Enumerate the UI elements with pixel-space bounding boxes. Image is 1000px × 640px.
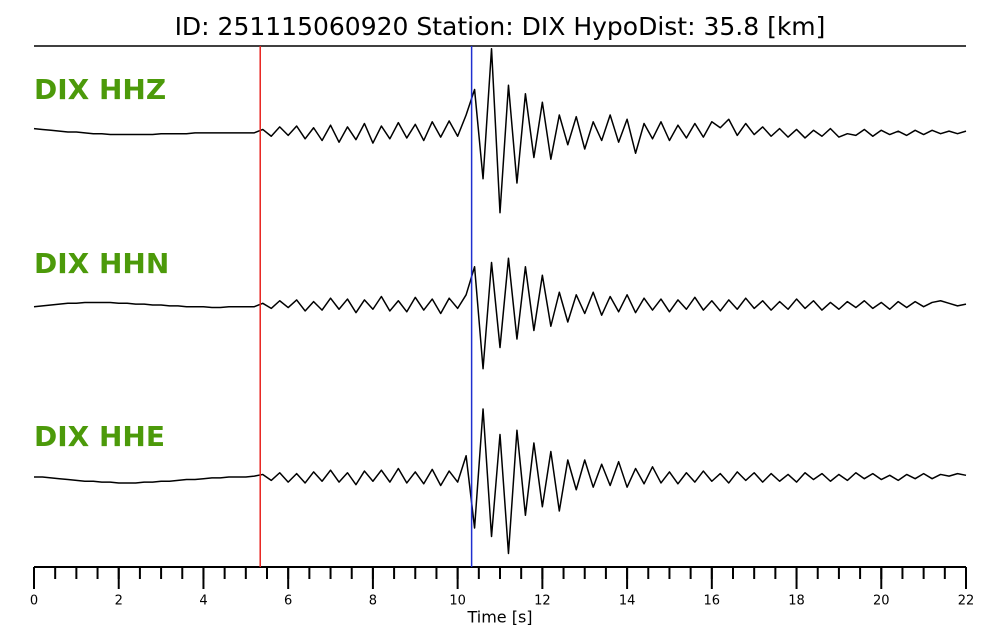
x-tick-label: 8 (369, 594, 377, 609)
trace-label: DIX HHN (34, 247, 169, 280)
x-tick-label: 20 (873, 594, 890, 609)
x-tick-label: 14 (619, 594, 636, 609)
trace (33, 47, 967, 214)
x-tick-label: 4 (199, 594, 207, 609)
trace (33, 257, 967, 370)
trace-label: DIX HHZ (34, 73, 166, 106)
x-tick-label: 2 (115, 594, 123, 609)
x-axis-label: Time [s] (466, 608, 532, 627)
trace (34, 408, 967, 555)
x-tick-label: 0 (30, 594, 38, 609)
x-tick-label: 10 (449, 594, 466, 609)
x-tick-label: 22 (958, 594, 975, 609)
x-tick-label: 18 (788, 594, 805, 609)
x-tick-label: 6 (284, 594, 292, 609)
x-tick-label: 16 (704, 594, 721, 609)
chart-title: ID: 251115060920 Station: DIX HypoDist: … (175, 12, 826, 41)
trace-label: DIX HHE (34, 420, 165, 453)
x-tick-label: 12 (534, 594, 551, 609)
